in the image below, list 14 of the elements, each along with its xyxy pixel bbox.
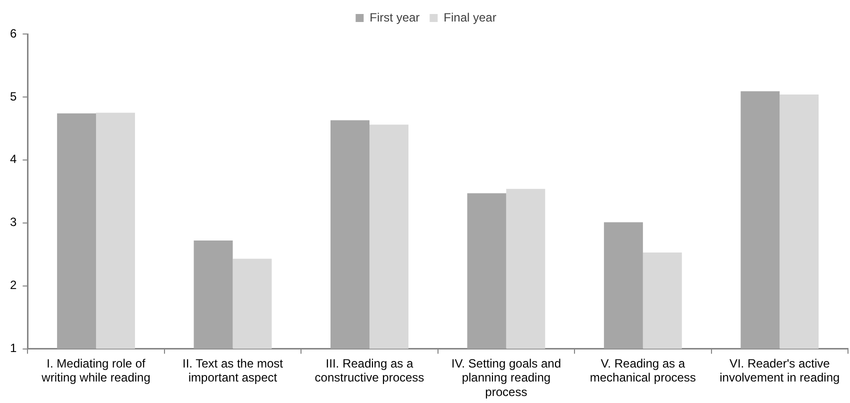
legend-label: Final year — [444, 10, 496, 24]
x-tick-label: V. Reading as a mechanical process — [590, 356, 696, 385]
y-tick-label: 4 — [10, 152, 17, 166]
x-tick-label: I. Mediating role of writing while reading — [40, 356, 150, 385]
y-tick-label: 5 — [10, 89, 17, 104]
x-tick-label: III. Reading as a constructive process — [314, 356, 424, 385]
y-tick-label: 1 — [10, 341, 17, 356]
y-tick-label: 6 — [10, 26, 17, 40]
y-tick-label: 3 — [10, 215, 17, 230]
legend-label: First year — [370, 10, 420, 24]
x-tick-label: IV. Setting goals and planning reading process — [451, 356, 562, 400]
x-tick-label: VI. Reader's active involvement in reading — [720, 356, 840, 385]
x-tick-label: II. Text as the most important aspect — [182, 356, 284, 385]
y-tick-label: 2 — [10, 278, 17, 292]
